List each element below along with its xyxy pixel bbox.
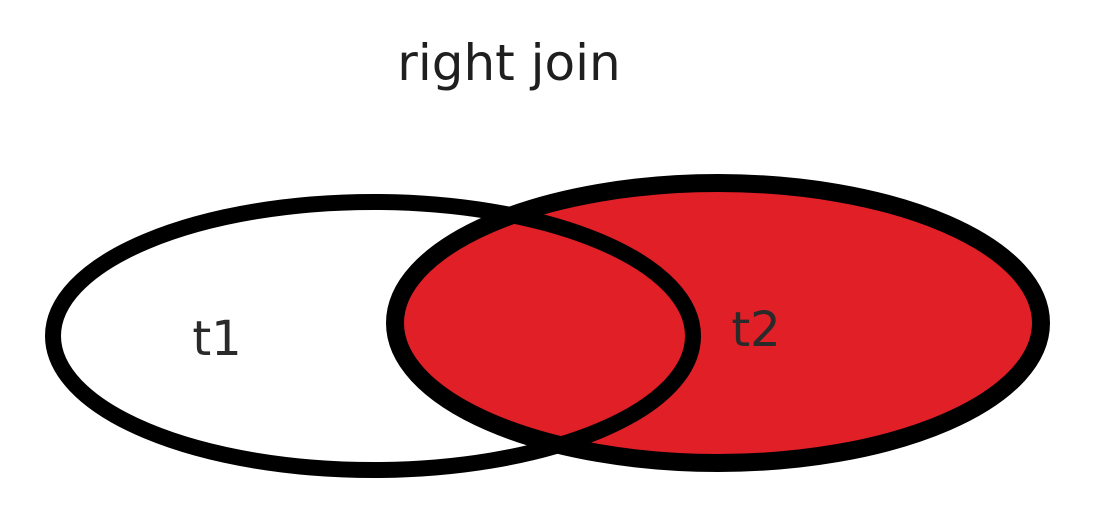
left-set-outline — [45, 194, 701, 478]
right-set-label: t2 — [731, 302, 780, 358]
left-set-label: t1 — [192, 311, 241, 367]
right-set-outline — [386, 174, 1050, 472]
diagram-title: right join — [397, 34, 620, 92]
intersection-fill — [395, 202, 693, 463]
